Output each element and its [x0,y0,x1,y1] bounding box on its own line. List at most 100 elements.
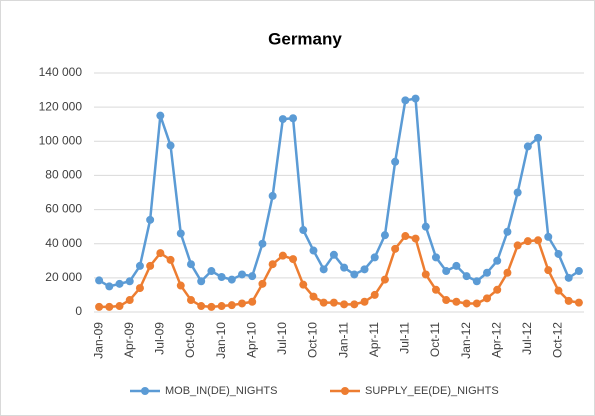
data-point [217,273,226,282]
data-point [360,265,369,274]
data-point [95,302,104,311]
data-point [329,250,338,259]
data-point [360,297,369,306]
data-point [564,296,573,305]
data-point [268,260,277,269]
data-point [513,188,522,197]
data-point [289,255,298,264]
data-point [503,227,512,236]
x-tick-label: Jul-09 [153,322,167,355]
data-point [186,260,195,269]
data-point [431,285,440,294]
data-point [186,296,195,305]
x-tick-label: Jan-11 [336,322,350,358]
data-point [340,263,349,272]
data-point [258,279,267,288]
x-tick-label: Jul-12 [520,322,534,355]
legend-marker [141,387,149,395]
x-tick-label: Apr-09 [122,322,136,358]
data-point [574,267,583,276]
data-point [452,261,461,270]
data-point [544,266,553,275]
data-point [238,299,247,308]
data-point [534,133,543,142]
x-tick-label: Oct-12 [551,322,565,358]
data-point [156,111,165,120]
data-point [554,286,563,295]
data-point [105,282,114,291]
y-tick-label: 120 000 [39,99,83,113]
data-point [268,191,277,200]
y-tick-label: 20 000 [45,270,82,284]
data-point [319,298,328,307]
data-point [197,302,206,311]
data-point [401,96,410,105]
legend-marker [341,387,349,395]
data-point [115,302,124,311]
data-point [391,157,400,166]
data-point [411,234,420,243]
y-tick-label: 0 [75,304,82,318]
y-tick-label: 40 000 [45,236,82,250]
data-point [115,279,124,288]
data-point [462,299,471,308]
data-point [146,215,155,224]
chart-title: Germany [268,29,342,48]
legend-label: MOB_IN(DE)_NIGHTS [165,385,277,397]
data-point [472,277,481,286]
data-point [319,265,328,274]
data-point [503,268,512,277]
data-point [472,299,481,308]
y-tick-label: 100 000 [39,133,83,147]
data-point [125,296,134,305]
data-point [523,142,532,151]
data-point [523,237,532,246]
data-point [278,115,287,124]
data-point [309,292,318,301]
data-point [197,277,206,286]
data-point [462,272,471,281]
data-point [207,267,216,276]
x-tick-label: Apr-10 [244,322,258,358]
x-tick-label: Oct-09 [183,322,197,358]
data-point [227,275,236,284]
data-point [431,253,440,262]
data-point [340,300,349,309]
data-point [554,249,563,258]
y-tick-label: 80 000 [45,168,82,182]
data-point [513,241,522,250]
data-point [146,261,155,270]
data-point [452,297,461,306]
data-point [299,226,308,235]
data-point [207,302,216,311]
data-point [278,251,287,260]
data-point [483,294,492,303]
data-point [483,268,492,277]
x-tick-label: Jan-10 [214,322,228,359]
x-tick-label: Oct-11 [428,322,442,357]
data-point [238,270,247,279]
data-point [370,290,379,299]
data-point [493,256,502,265]
data-point [564,273,573,282]
data-point [299,280,308,289]
data-point [329,298,338,307]
data-point [289,114,298,123]
x-tick-label: Apr-12 [489,322,503,358]
data-point [95,276,104,285]
x-tick-label: Jan-09 [91,322,105,359]
data-point [166,141,175,150]
x-tick-label: Jul-10 [275,322,289,355]
data-point [217,302,226,311]
x-tick-label: Jul-11 [398,322,412,354]
data-point [176,229,185,238]
data-point [248,297,257,306]
data-point [421,222,430,231]
data-point [442,296,451,305]
series-line [98,97,580,288]
data-point [574,298,583,307]
legend-label: SUPPLY_EE(DE)_NIGHTS [365,385,499,397]
data-point [380,231,389,240]
